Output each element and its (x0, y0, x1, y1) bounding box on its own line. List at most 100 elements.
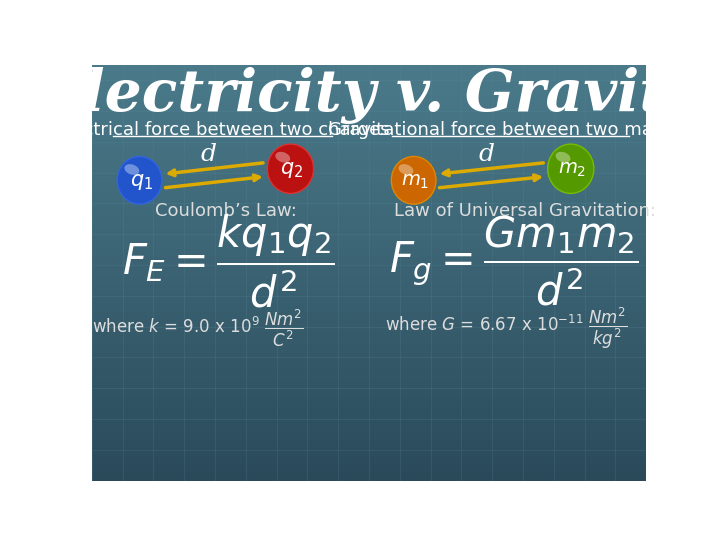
Bar (92, 273, 647, 277)
Bar (92, 268, 647, 273)
Bar (92, 194, 647, 198)
Bar (92, 223, 647, 227)
Bar (92, 327, 647, 331)
Bar (92, 468, 647, 472)
Bar (92, 439, 647, 443)
Text: $m_1$: $m_1$ (401, 173, 429, 191)
Bar (92, 177, 647, 181)
Bar (92, 169, 647, 173)
Bar (92, 348, 647, 352)
Bar (92, 377, 647, 381)
Bar (92, 406, 647, 410)
Text: $q_1$: $q_1$ (130, 172, 153, 192)
Bar (92, 414, 647, 418)
Bar (92, 102, 647, 106)
Bar (92, 335, 647, 339)
Bar (92, 214, 647, 219)
Bar (92, 173, 647, 177)
Ellipse shape (117, 157, 162, 204)
Text: Gravitational force between two masses: Gravitational force between two masses (328, 122, 692, 139)
Bar (92, 160, 647, 165)
Bar (92, 119, 647, 123)
Bar (92, 85, 647, 90)
Text: d: d (478, 144, 494, 166)
Bar (92, 69, 647, 73)
Bar (92, 381, 647, 385)
Bar (92, 260, 647, 265)
Bar (92, 343, 647, 348)
Bar (92, 356, 647, 360)
Bar (92, 98, 647, 102)
Bar (92, 136, 647, 140)
Ellipse shape (275, 152, 290, 163)
Ellipse shape (125, 164, 139, 175)
Bar (92, 393, 647, 397)
Bar (92, 360, 647, 364)
Bar (92, 190, 647, 194)
Bar (92, 198, 647, 202)
Bar (92, 77, 647, 82)
Text: Law of Universal Gravitation:: Law of Universal Gravitation: (394, 202, 656, 220)
Bar (92, 456, 647, 460)
Bar (92, 90, 647, 94)
Bar (92, 422, 647, 427)
Bar (92, 460, 647, 464)
Bar (92, 373, 647, 377)
Text: d: d (201, 144, 217, 166)
Bar (92, 310, 647, 314)
Bar (92, 235, 647, 239)
Bar (92, 131, 647, 136)
Bar (92, 248, 647, 252)
Bar (92, 294, 647, 298)
Bar (92, 410, 647, 414)
Bar (92, 352, 647, 356)
Bar (92, 252, 647, 256)
Bar (92, 82, 647, 85)
Bar (92, 368, 647, 373)
Bar (92, 385, 647, 389)
Bar (92, 256, 647, 260)
Text: where $k$ = 9.0 x 10$^9$ $\dfrac{Nm^2}{C^2}$: where $k$ = 9.0 x 10$^9$ $\dfrac{Nm^2}{C… (92, 307, 304, 349)
Bar (92, 302, 647, 306)
Bar (92, 265, 647, 268)
Bar (92, 451, 647, 456)
Bar (92, 123, 647, 127)
Bar (92, 140, 647, 144)
Ellipse shape (392, 157, 436, 204)
Bar (92, 94, 647, 98)
Bar (92, 65, 647, 69)
Text: $F_g = \dfrac{Gm_1m_2}{d^2}$: $F_g = \dfrac{Gm_1m_2}{d^2}$ (389, 214, 639, 308)
Bar (92, 389, 647, 393)
Bar (92, 431, 647, 435)
Bar (92, 464, 647, 468)
Bar (92, 298, 647, 302)
Bar (92, 73, 647, 77)
Bar (92, 314, 647, 319)
Bar (92, 427, 647, 431)
Bar (92, 111, 647, 114)
Text: Electricity v. Gravity: Electricity v. Gravity (38, 67, 700, 124)
Bar (92, 306, 647, 310)
Bar (92, 106, 647, 111)
Bar (92, 397, 647, 402)
Bar (92, 152, 647, 156)
Text: where $G$ = 6.67 x 10$^{-11}$ $\dfrac{Nm^2}{kg^2}$: where $G$ = 6.67 x 10$^{-11}$ $\dfrac{Nm… (384, 306, 627, 351)
Bar (92, 476, 647, 481)
Bar (92, 285, 647, 289)
Bar (92, 244, 647, 248)
Bar (92, 219, 647, 223)
Bar (92, 472, 647, 476)
Bar (92, 148, 647, 152)
Bar (92, 231, 647, 235)
Ellipse shape (548, 144, 594, 193)
Bar (92, 319, 647, 322)
Text: $q_2$: $q_2$ (280, 160, 304, 180)
Bar (92, 165, 647, 168)
Text: $m_2$: $m_2$ (558, 161, 586, 179)
Bar (92, 144, 647, 148)
Bar (92, 156, 647, 160)
Bar (92, 447, 647, 451)
Bar (92, 289, 647, 294)
Bar (92, 127, 647, 131)
Bar (92, 185, 647, 190)
